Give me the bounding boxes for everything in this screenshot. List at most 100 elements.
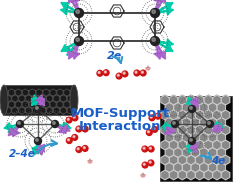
Polygon shape xyxy=(178,140,186,150)
Circle shape xyxy=(74,36,84,46)
Circle shape xyxy=(98,71,100,74)
Polygon shape xyxy=(187,110,195,120)
Polygon shape xyxy=(32,95,40,102)
Polygon shape xyxy=(61,7,68,15)
Polygon shape xyxy=(161,95,169,105)
Polygon shape xyxy=(217,118,225,127)
Polygon shape xyxy=(174,133,182,142)
Text: 2e: 2e xyxy=(107,51,123,61)
Polygon shape xyxy=(204,140,212,150)
Polygon shape xyxy=(213,125,221,135)
Polygon shape xyxy=(4,123,11,130)
Polygon shape xyxy=(64,123,70,130)
Circle shape xyxy=(51,121,58,128)
Text: 2–4e: 2–4e xyxy=(9,149,35,159)
Polygon shape xyxy=(187,95,195,105)
Text: 4e: 4e xyxy=(211,156,225,166)
Polygon shape xyxy=(208,118,217,127)
Polygon shape xyxy=(208,163,217,172)
Polygon shape xyxy=(178,125,186,135)
Circle shape xyxy=(53,122,55,124)
Bar xyxy=(160,96,232,181)
Polygon shape xyxy=(204,125,212,135)
Circle shape xyxy=(67,118,69,120)
Circle shape xyxy=(145,64,147,67)
Polygon shape xyxy=(183,118,191,127)
Circle shape xyxy=(122,71,128,77)
Circle shape xyxy=(148,146,154,152)
Polygon shape xyxy=(187,140,195,150)
Polygon shape xyxy=(36,148,44,155)
Circle shape xyxy=(149,64,151,67)
Polygon shape xyxy=(183,103,191,112)
Circle shape xyxy=(140,70,146,76)
Circle shape xyxy=(83,127,85,129)
Polygon shape xyxy=(200,133,208,142)
Polygon shape xyxy=(69,51,75,58)
Polygon shape xyxy=(196,155,204,165)
Polygon shape xyxy=(62,2,69,9)
Polygon shape xyxy=(200,118,208,127)
Circle shape xyxy=(150,116,152,118)
Polygon shape xyxy=(200,163,208,172)
Circle shape xyxy=(66,117,72,123)
Circle shape xyxy=(91,157,93,160)
Polygon shape xyxy=(165,118,173,127)
Polygon shape xyxy=(170,125,178,135)
Circle shape xyxy=(172,121,179,128)
Polygon shape xyxy=(154,0,162,2)
Circle shape xyxy=(153,128,155,130)
Polygon shape xyxy=(168,127,176,134)
Polygon shape xyxy=(196,140,204,150)
Circle shape xyxy=(142,162,148,168)
Circle shape xyxy=(18,122,20,124)
Circle shape xyxy=(206,121,213,128)
Circle shape xyxy=(149,115,155,121)
Polygon shape xyxy=(196,110,204,120)
Polygon shape xyxy=(161,155,169,165)
Circle shape xyxy=(104,71,106,73)
Polygon shape xyxy=(178,110,186,120)
Circle shape xyxy=(208,122,210,124)
Polygon shape xyxy=(204,110,212,120)
Polygon shape xyxy=(36,95,44,102)
Polygon shape xyxy=(186,97,194,104)
Circle shape xyxy=(123,72,125,74)
Bar xyxy=(3,85,75,115)
Circle shape xyxy=(88,159,92,163)
Polygon shape xyxy=(217,148,225,157)
Circle shape xyxy=(34,138,41,145)
Polygon shape xyxy=(159,51,165,58)
Polygon shape xyxy=(222,125,230,135)
Circle shape xyxy=(103,70,109,76)
Polygon shape xyxy=(165,163,173,172)
Circle shape xyxy=(76,126,82,132)
Polygon shape xyxy=(159,0,165,3)
Polygon shape xyxy=(13,129,19,136)
Circle shape xyxy=(189,138,195,145)
Polygon shape xyxy=(170,170,178,180)
Circle shape xyxy=(76,38,80,41)
Polygon shape xyxy=(204,155,212,165)
Polygon shape xyxy=(165,45,172,51)
Circle shape xyxy=(141,71,143,73)
Circle shape xyxy=(149,161,151,163)
Polygon shape xyxy=(32,148,40,155)
Polygon shape xyxy=(170,95,178,105)
Polygon shape xyxy=(161,170,169,180)
Polygon shape xyxy=(174,118,182,127)
Polygon shape xyxy=(165,2,172,9)
Polygon shape xyxy=(222,155,230,165)
Circle shape xyxy=(149,147,151,149)
Circle shape xyxy=(72,115,78,121)
Circle shape xyxy=(17,121,23,128)
Polygon shape xyxy=(165,124,172,131)
Circle shape xyxy=(190,139,192,141)
Circle shape xyxy=(148,160,154,166)
Polygon shape xyxy=(191,118,199,127)
Circle shape xyxy=(135,71,137,73)
Circle shape xyxy=(141,173,145,177)
Polygon shape xyxy=(37,144,44,151)
Circle shape xyxy=(152,127,157,132)
Polygon shape xyxy=(69,0,75,3)
